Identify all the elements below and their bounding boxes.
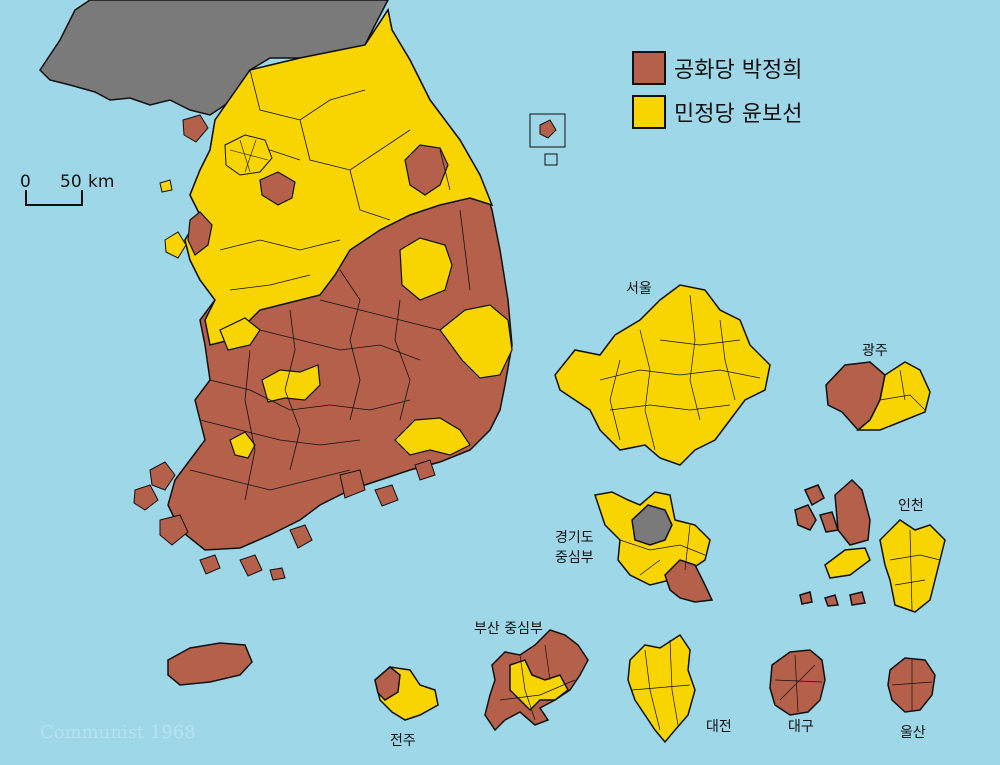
- inset-gyeonggi-lines: [619, 524, 706, 576]
- scale-unit-label: km: [88, 172, 115, 192]
- inset-label-gyeonggi: 경기도 중심부: [555, 528, 594, 568]
- inset-gwangju-yun: [855, 361, 931, 431]
- yun-pocket-gyeongbuk: [399, 237, 453, 301]
- inset-label-ulsan: 울산: [900, 725, 926, 741]
- legend-item-yun: 민정당 윤보선: [632, 92, 802, 132]
- legend-label-yun: 민정당 윤보선: [674, 102, 803, 127]
- inset-busan-map: [484, 629, 589, 732]
- inset-label-gyeonggi-line1: 경기도: [555, 530, 594, 546]
- inset-daejeon-lines: [631, 639, 691, 731]
- inset-ulsan-map: [887, 657, 936, 713]
- yun-pocket-southwest: [229, 431, 256, 459]
- legend-label-park: 공화당 박정희: [674, 58, 803, 83]
- inset-gyeonggi-map: [594, 491, 714, 603]
- inset-incheon-map: [794, 478, 946, 613]
- inset-label-incheon: 인천: [898, 498, 924, 514]
- park-pocket-gyeonggi: [259, 171, 296, 206]
- inset-label-gyeonggi-line2: 중심부: [555, 550, 594, 566]
- legend: 공화당 박정희 민정당 윤보선: [632, 48, 802, 136]
- park-pocket-west: [187, 211, 213, 256]
- inset-ulsan-lines: [891, 660, 933, 710]
- inset-label-daegu: 대구: [788, 719, 814, 735]
- inset-label-jeonju: 전주: [390, 733, 416, 749]
- coastal-islands: [133, 114, 436, 581]
- yun-pocket-east-coast: [439, 304, 513, 379]
- scale-zero-label: 0: [20, 172, 31, 192]
- inset-seoul-districts: [599, 294, 761, 451]
- scale-bar: [25, 190, 83, 206]
- inset-label-daejeon: 대전: [706, 719, 732, 735]
- scale-distance-label: 50: [60, 172, 82, 192]
- watermark: Communist 1968: [40, 722, 196, 743]
- inset-label-busan: 부산 중심부: [474, 621, 543, 637]
- yun-pocket-jeonbuk: [261, 364, 321, 403]
- yun-pocket-coast: [219, 317, 261, 351]
- park-pocket-gangwon: [404, 144, 449, 196]
- legend-item-park: 공화당 박정희: [632, 48, 802, 88]
- legend-swatch-yun: [632, 95, 666, 129]
- inset-label-seoul: 서울: [626, 281, 652, 297]
- inset-busan-lines: [499, 644, 576, 721]
- inset-daejeon-map: [627, 633, 696, 744]
- inset-daegu-lines: [774, 654, 823, 713]
- jeju-island: [167, 642, 253, 686]
- seoul-cluster-lines: [229, 139, 269, 173]
- district-borders: [189, 69, 471, 501]
- legend-swatch-park: [632, 51, 666, 85]
- inset-seoul-map: [554, 284, 771, 466]
- ulleungdo-frame: [529, 113, 566, 148]
- dokdo-frame: [544, 153, 558, 166]
- inset-gwangju-lines: [879, 369, 926, 411]
- yun-pocket-busan: [394, 417, 471, 456]
- inset-jeonju-map: [374, 666, 439, 721]
- inset-incheon-lines: [889, 529, 941, 611]
- ulleungdo-island: [539, 119, 557, 139]
- yun-north-region: [184, 8, 494, 346]
- inset-label-gwangju: 광주: [862, 343, 888, 359]
